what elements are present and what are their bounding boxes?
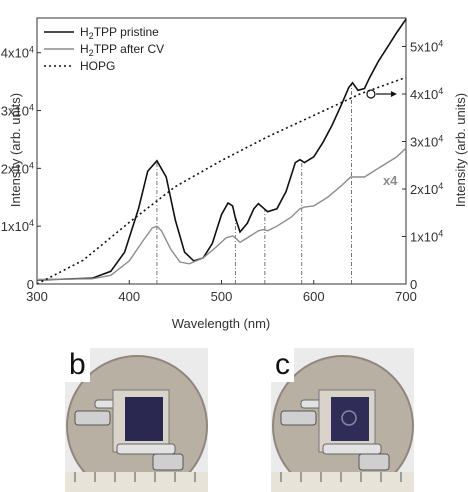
series-lines (36, 18, 407, 285)
spectrum-chart: 300 400 500 600 700 0 1x104 2x104 3x104 4x104 0 1… (1, 17, 468, 331)
hopg-marker-arrowhead (390, 91, 397, 97)
series-line (36, 18, 407, 281)
photo-panel-b: b (65, 348, 208, 492)
y-left-tick-label: 2x104 (1, 160, 34, 176)
y-right-tick-label: 1x104 (410, 229, 443, 245)
x-tick-label: 300 (26, 289, 48, 304)
x-tick-label: 700 (395, 289, 417, 304)
hopg-marker-circle (366, 89, 376, 99)
scale-annotation: x4 (383, 173, 398, 188)
sample-holder-photo-c (271, 348, 414, 492)
y-right-axis-label: Intensity (arb. units) (453, 93, 468, 207)
y-right-tick-label: 4x104 (410, 86, 443, 102)
y-left-tick-label: 1x104 (1, 218, 34, 234)
y-left-tick-label: 0 (27, 277, 34, 292)
y-right-tick-label: 3x104 (410, 134, 443, 150)
y-left-axis-label: Intensity (arb. units) (8, 93, 23, 207)
y-right-axis-ticks: 0 1x104 2x104 3x104 4x104 5x104 (402, 39, 443, 292)
x-tick-label: 600 (303, 289, 325, 304)
legend-entry: H2TPP after CV (80, 42, 164, 58)
y-left-tick-label: 3x104 (1, 103, 34, 119)
legend-entry: H2TPP pristine (80, 25, 159, 41)
series-line (36, 147, 407, 281)
y-left-axis-ticks: 0 1x104 2x104 3x104 4x104 (1, 45, 41, 292)
panel-b-label: b (65, 348, 90, 382)
x-tick-label: 400 (118, 289, 140, 304)
y-right-tick-label: 2x104 (410, 181, 443, 197)
y-right-tick-label: 0 (410, 277, 417, 292)
y-left-tick-label: 4x104 (1, 45, 34, 61)
guide-lines (156, 83, 352, 284)
photo-panel-c: c (271, 348, 414, 492)
panel-c-label: c (271, 348, 294, 382)
x-tick-label: 500 (211, 289, 233, 304)
x-axis-label: Wavelength (nm) (172, 316, 271, 331)
annotations: x4 (366, 89, 398, 188)
series-line (36, 76, 407, 285)
x-axis-ticks: 300 400 500 600 700 (26, 280, 417, 304)
y-right-tick-label: 5x104 (410, 39, 443, 55)
legend-entry: HOPG (80, 59, 115, 73)
